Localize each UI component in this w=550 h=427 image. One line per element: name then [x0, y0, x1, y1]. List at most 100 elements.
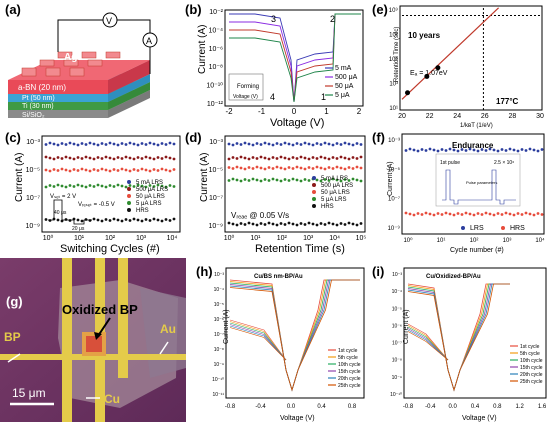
data-point	[528, 147, 532, 151]
data-point	[460, 213, 464, 216]
data-point	[96, 143, 100, 147]
y-tick-label: 10⁻⁸	[209, 64, 223, 71]
data-point	[532, 148, 536, 152]
x-tick-label: 10⁵	[356, 235, 367, 242]
svg-text:A: A	[146, 36, 152, 46]
x-tick-label: 28	[509, 113, 517, 120]
svg-text:Si/SiO₂: Si/SiO₂	[22, 112, 45, 119]
data-point	[279, 179, 283, 183]
data-point	[60, 184, 64, 188]
data-point	[88, 169, 92, 173]
x-tick-label: 10³	[136, 235, 147, 242]
legend-label: 5th cycle	[338, 355, 358, 361]
iv-curve	[407, 326, 449, 361]
data-point	[148, 169, 152, 173]
x-tick-label: 10⁰	[43, 234, 54, 242]
data-point	[295, 165, 299, 169]
y-tick-label: 10⁻⁷	[388, 196, 400, 203]
data-point	[120, 184, 124, 188]
svg-text:3: 3	[271, 14, 276, 24]
data-point	[335, 157, 339, 160]
svg-text:Ag: Ag	[64, 52, 77, 63]
data-point	[68, 184, 72, 187]
legend-label: 50 μA	[335, 83, 354, 90]
data-point	[327, 166, 331, 169]
data-point	[132, 157, 136, 161]
panel-c: (c) Current (A) Switching Cycles (#) 10⁻…	[0, 128, 185, 256]
data-point	[120, 219, 124, 223]
data-point	[259, 155, 263, 159]
data-point	[172, 142, 176, 146]
data-point	[140, 219, 144, 223]
data-point	[263, 223, 267, 226]
data-point	[92, 142, 96, 146]
data-point	[303, 167, 307, 171]
data-point	[88, 219, 92, 222]
x-tick-label: 10²	[105, 235, 116, 242]
pulse-icon	[48, 199, 92, 225]
svg-text:Current (A): Current (A)	[403, 309, 410, 344]
svg-text:Current (A): Current (A)	[197, 25, 208, 74]
iv-curve	[229, 324, 287, 361]
data-point	[132, 142, 136, 146]
data-point	[283, 156, 287, 160]
iv-curve	[229, 321, 287, 361]
data-point	[428, 147, 432, 151]
data-point	[96, 218, 100, 222]
panel-label: (g)	[6, 294, 23, 309]
data-point	[235, 223, 239, 227]
data-point	[408, 212, 412, 216]
x-tick-label: 0.8	[493, 404, 502, 410]
data-point	[432, 213, 436, 217]
data-point	[76, 169, 80, 172]
data-point	[287, 221, 291, 225]
data-point	[136, 143, 140, 147]
data-point	[239, 179, 243, 183]
legend-label: 15th cycle	[520, 365, 543, 371]
data-point	[412, 148, 416, 152]
data-point	[516, 212, 520, 215]
y-tick-label: 10⁻²	[209, 9, 223, 16]
data-point	[532, 213, 536, 217]
data-point	[84, 168, 88, 172]
data-point	[104, 143, 108, 146]
panel-label: (d)	[185, 130, 202, 145]
data-point	[112, 185, 116, 188]
data-point	[172, 157, 176, 161]
legend-swatch	[312, 190, 316, 194]
legend-label: 5 mA LRS	[136, 180, 163, 186]
data-point	[500, 213, 504, 216]
data-point	[144, 155, 148, 159]
data-point	[60, 157, 64, 160]
data-point	[504, 211, 508, 215]
iv-curve	[407, 325, 449, 361]
data-point	[319, 155, 323, 159]
x-tick-label: 2	[357, 107, 362, 116]
data-point	[164, 185, 168, 189]
legend-label: 15th cycle	[338, 369, 361, 375]
data-point	[307, 221, 311, 225]
data-point	[516, 149, 520, 153]
data-point	[239, 166, 243, 170]
iv-curve	[229, 279, 360, 392]
data-point	[504, 149, 508, 152]
data-point	[319, 222, 323, 225]
data-point	[132, 217, 136, 221]
data-point	[255, 142, 259, 145]
panel-h: (h) Current (A) Voltage (V) Cu/BS nm-BP/…	[188, 262, 368, 422]
legend-swatch	[312, 197, 316, 201]
y-tick-label: 10⁷	[389, 32, 398, 39]
legend-label: 500 μA LRS	[136, 187, 168, 193]
data-point	[76, 183, 80, 187]
data-point	[140, 184, 144, 188]
data-point	[243, 141, 247, 145]
svg-text:Voltage (V): Voltage (V)	[280, 415, 315, 422]
data-point	[160, 142, 164, 145]
x-tick-label: 0.0	[448, 404, 457, 410]
iv-curve	[229, 325, 287, 361]
data-point	[104, 168, 108, 172]
data-point	[283, 178, 287, 181]
panel-label: (i)	[372, 264, 385, 279]
data-point	[528, 212, 532, 216]
svg-text:Voltage (V): Voltage (V)	[270, 117, 324, 129]
